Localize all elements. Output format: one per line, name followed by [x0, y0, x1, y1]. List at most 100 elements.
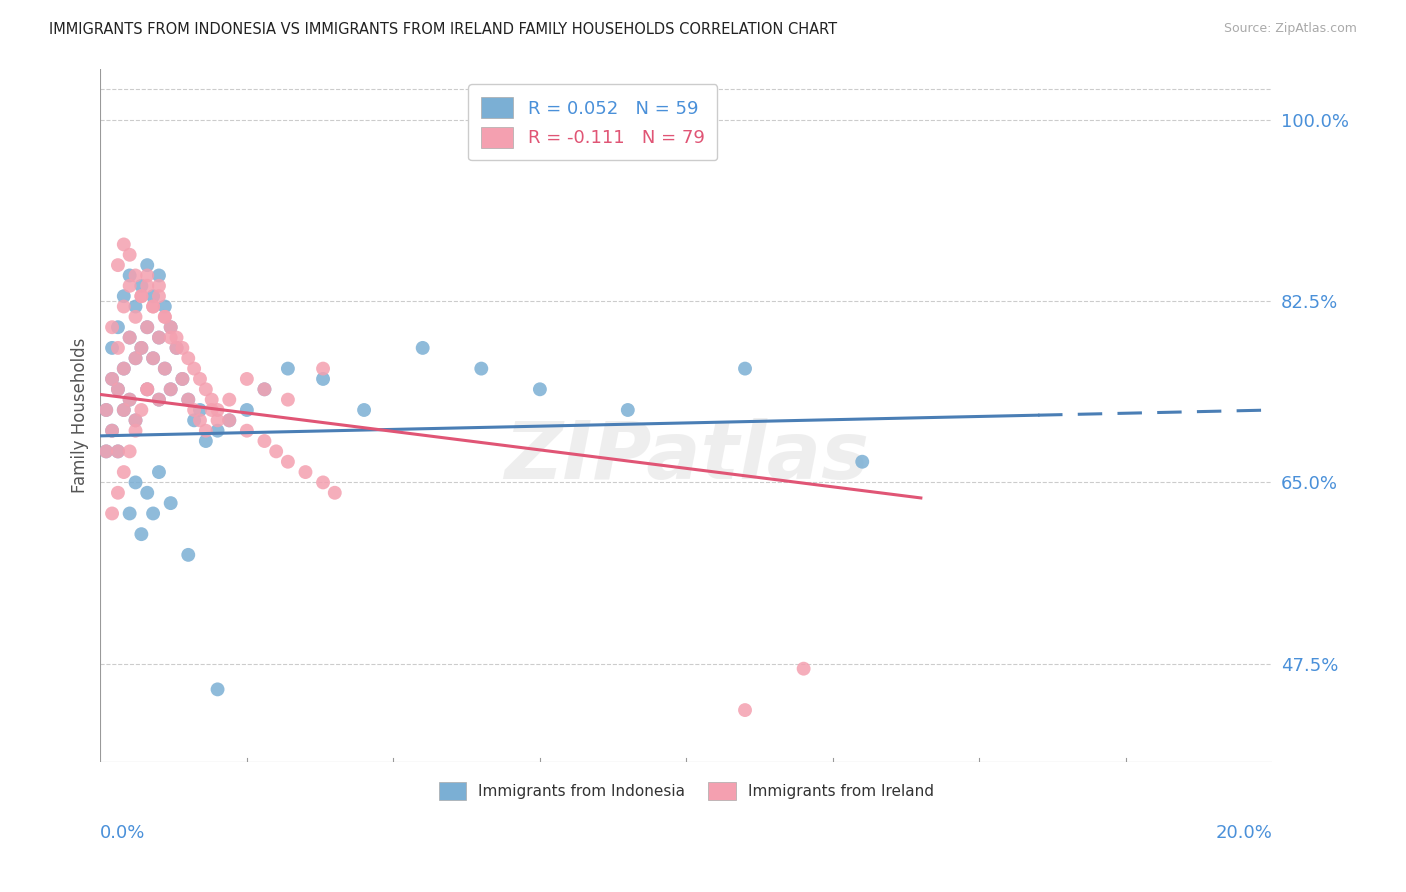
Text: 0.0%: 0.0%: [100, 824, 146, 842]
Point: [793, 662, 815, 676]
Point: [107, 444, 129, 458]
Point: [136, 258, 159, 272]
Point: [617, 403, 640, 417]
Point: [264, 444, 287, 458]
Point: [166, 330, 188, 344]
Point: [131, 289, 153, 303]
Point: [131, 278, 153, 293]
Point: [112, 403, 135, 417]
Point: [166, 341, 188, 355]
Point: [470, 361, 492, 376]
Point: [323, 485, 346, 500]
Point: [101, 372, 124, 386]
Point: [734, 361, 756, 376]
Point: [112, 289, 135, 303]
Point: [148, 392, 170, 407]
Point: [118, 392, 141, 407]
Text: ZIPatlas: ZIPatlas: [503, 417, 869, 496]
Point: [112, 361, 135, 376]
Point: [236, 372, 259, 386]
Point: [312, 475, 335, 490]
Point: [112, 361, 135, 376]
Point: [236, 424, 259, 438]
Point: [148, 392, 170, 407]
Point: [218, 392, 240, 407]
Point: [101, 341, 124, 355]
Point: [218, 413, 240, 427]
Point: [136, 485, 159, 500]
Point: [188, 403, 211, 417]
Point: [177, 392, 200, 407]
Point: [148, 268, 170, 283]
Point: [124, 351, 146, 366]
Point: [107, 382, 129, 396]
Text: 20.0%: 20.0%: [1216, 824, 1272, 842]
Point: [96, 444, 118, 458]
Point: [131, 289, 153, 303]
Point: [294, 465, 316, 479]
Point: [312, 361, 335, 376]
Text: Source: ZipAtlas.com: Source: ZipAtlas.com: [1223, 22, 1357, 36]
Point: [131, 341, 153, 355]
Point: [101, 424, 124, 438]
Point: [201, 403, 224, 417]
Point: [194, 382, 217, 396]
Point: [107, 485, 129, 500]
Point: [101, 507, 124, 521]
Point: [118, 268, 141, 283]
Point: [529, 382, 551, 396]
Point: [253, 382, 276, 396]
Point: [194, 434, 217, 448]
Point: [159, 320, 181, 334]
Point: [131, 403, 153, 417]
Y-axis label: Family Households: Family Households: [72, 337, 89, 493]
Legend: Immigrants from Indonesia, Immigrants from Ireland: Immigrants from Indonesia, Immigrants fr…: [433, 776, 941, 806]
Point: [177, 548, 200, 562]
Point: [201, 392, 224, 407]
Point: [734, 703, 756, 717]
Point: [177, 351, 200, 366]
Point: [183, 403, 205, 417]
Point: [96, 403, 118, 417]
Point: [207, 403, 229, 417]
Point: [148, 289, 170, 303]
Point: [136, 320, 159, 334]
Point: [277, 392, 299, 407]
Point: [353, 403, 375, 417]
Point: [136, 382, 159, 396]
Point: [194, 424, 217, 438]
Point: [218, 413, 240, 427]
Point: [148, 278, 170, 293]
Point: [107, 320, 129, 334]
Point: [118, 330, 141, 344]
Point: [124, 424, 146, 438]
Point: [159, 382, 181, 396]
Point: [207, 413, 229, 427]
Point: [101, 320, 124, 334]
Point: [159, 320, 181, 334]
Point: [142, 351, 165, 366]
Point: [207, 424, 229, 438]
Point: [136, 382, 159, 396]
Point: [142, 351, 165, 366]
Point: [207, 682, 229, 697]
Point: [253, 382, 276, 396]
Point: [236, 403, 259, 417]
Point: [124, 413, 146, 427]
Point: [159, 382, 181, 396]
Point: [131, 341, 153, 355]
Point: [253, 434, 276, 448]
Point: [412, 341, 434, 355]
Point: [177, 392, 200, 407]
Point: [112, 403, 135, 417]
Point: [118, 392, 141, 407]
Point: [188, 413, 211, 427]
Point: [159, 330, 181, 344]
Point: [153, 310, 176, 324]
Point: [136, 382, 159, 396]
Point: [101, 372, 124, 386]
Point: [118, 444, 141, 458]
Point: [118, 507, 141, 521]
Point: [148, 330, 170, 344]
Point: [107, 444, 129, 458]
